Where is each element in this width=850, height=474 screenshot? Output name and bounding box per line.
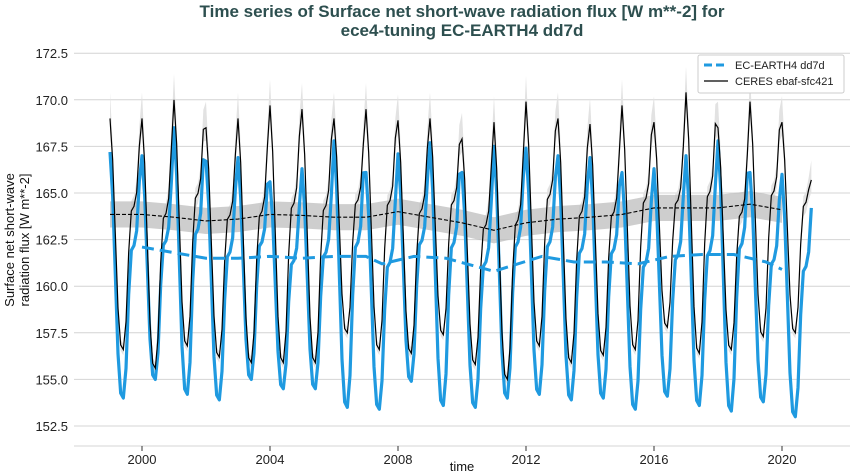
legend-box: [697, 54, 845, 94]
x-tick-label: 2012: [512, 452, 541, 467]
y-tick-label: 172.5: [35, 46, 68, 61]
y-tick-label: 165.0: [35, 186, 68, 201]
legend-label-model: EC-EARTH4 dd7d: [735, 60, 825, 72]
ceres-uncertainty-band: [110, 66, 812, 385]
y-axis-label-line2: radiation flux [W m**-2]: [17, 174, 32, 307]
y-axis-label: Surface net short-wave: [2, 173, 17, 307]
x-tick-label: 2000: [128, 452, 157, 467]
y-tick-label: 160.0: [35, 279, 68, 294]
chart-title: Time series of Surface net short-wave ra…: [200, 2, 725, 21]
chart-title-line2: ece4-tuning EC-EARTH4 dd7d: [341, 21, 584, 40]
ceres-running-mean-line: [110, 203, 783, 231]
y-tick-label: 152.5: [35, 419, 68, 434]
x-tick-label: 2004: [256, 452, 285, 467]
model-series-line: [108, 126, 813, 419]
legend: EC-EARTH4 dd7d CERES ebaf-sfc421: [697, 54, 845, 94]
plot-area: [108, 66, 813, 419]
y-tick-label: 157.5: [35, 326, 68, 341]
x-tick-label: 2008: [384, 452, 413, 467]
ceres-series-line: [109, 92, 812, 382]
x-axis: 2000 2004 2008 2012 2016 2020: [74, 445, 850, 467]
x-tick-label: 2020: [768, 452, 797, 467]
y-tick-label: 167.5: [35, 139, 68, 154]
ceres-running-mean-band: [110, 191, 782, 244]
x-tick-label: 2016: [640, 452, 669, 467]
y-axis: 152.5 155.0 157.5 160.0 162.5 165.0 167.5 170.0…: [35, 46, 68, 434]
y-tick-label: 162.5: [35, 233, 68, 248]
x-axis-label: time: [450, 459, 475, 474]
y-tick-label: 155.0: [35, 372, 68, 387]
model-running-mean-line: [141, 245, 783, 273]
legend-label-ceres: CERES ebaf-sfc421: [735, 76, 833, 88]
y-tick-label: 170.0: [35, 93, 68, 108]
